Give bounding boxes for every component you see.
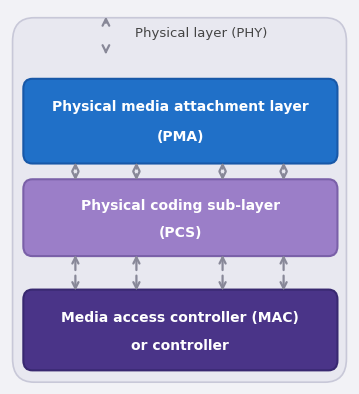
- Text: (PMA): (PMA): [157, 130, 204, 144]
- FancyBboxPatch shape: [13, 18, 346, 382]
- Text: (PCS): (PCS): [159, 227, 202, 240]
- Text: Physical layer (PHY): Physical layer (PHY): [135, 27, 267, 40]
- Text: Physical media attachment layer: Physical media attachment layer: [52, 100, 309, 114]
- Text: or controller: or controller: [131, 339, 229, 353]
- FancyBboxPatch shape: [23, 179, 337, 256]
- FancyBboxPatch shape: [23, 79, 337, 164]
- Text: Media access controller (MAC): Media access controller (MAC): [61, 311, 299, 325]
- FancyBboxPatch shape: [23, 290, 337, 370]
- Text: Physical coding sub-layer: Physical coding sub-layer: [81, 199, 280, 213]
